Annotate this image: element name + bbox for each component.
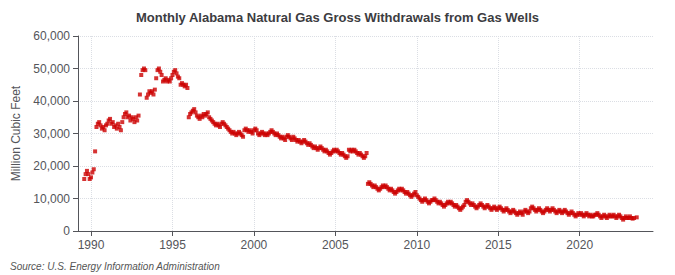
svg-text:30,000: 30,000 xyxy=(33,127,70,141)
svg-text:0: 0 xyxy=(63,224,70,238)
svg-text:40,000: 40,000 xyxy=(33,94,70,108)
svg-text:1995: 1995 xyxy=(159,238,186,252)
svg-text:Monthly Alabama Natural Gas Gr: Monthly Alabama Natural Gas Gross Withdr… xyxy=(136,10,539,25)
svg-text:2020: 2020 xyxy=(566,238,593,252)
svg-text:20,000: 20,000 xyxy=(33,159,70,173)
svg-text:Million Cubic Feet: Million Cubic Feet xyxy=(9,85,23,181)
svg-text:2015: 2015 xyxy=(485,238,512,252)
svg-text:2005: 2005 xyxy=(322,238,349,252)
svg-text:50,000: 50,000 xyxy=(33,62,70,76)
svg-text:Source: U.S. Energy Informatio: Source: U.S. Energy Information Administ… xyxy=(10,261,220,272)
svg-text:1990: 1990 xyxy=(78,238,105,252)
svg-text:10,000: 10,000 xyxy=(33,192,70,206)
svg-text:2000: 2000 xyxy=(241,238,268,252)
svg-text:60,000: 60,000 xyxy=(33,29,70,43)
svg-text:2010: 2010 xyxy=(403,238,430,252)
